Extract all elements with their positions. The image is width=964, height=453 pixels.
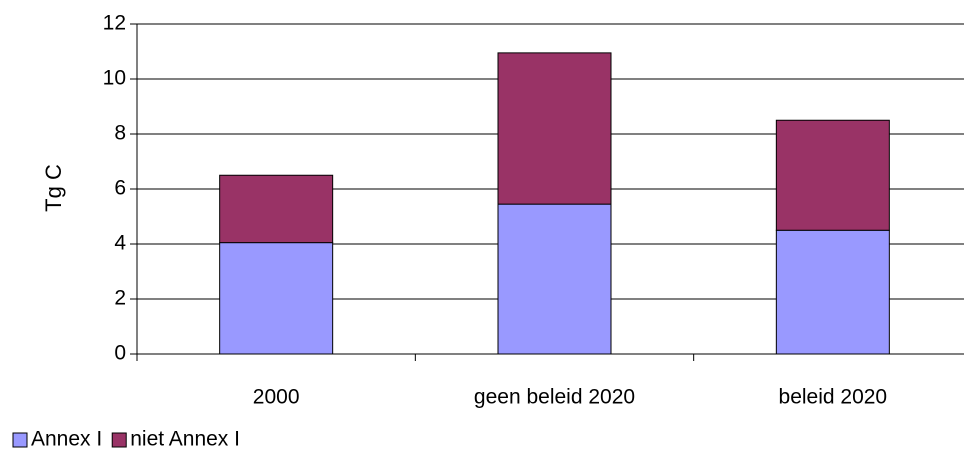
x-category-label: geen beleid 2020 <box>474 386 635 409</box>
bar-niet-annex-i-2 <box>775 119 890 231</box>
y-tick-label: 0 <box>114 342 126 365</box>
legend-swatch-1 <box>111 432 127 448</box>
y-tick-label: 2 <box>114 287 126 310</box>
y-tick-label: 6 <box>114 177 126 200</box>
x-category-labels: 2000 geen beleid 2020 beleid 2020 <box>253 386 887 409</box>
bar-annex-i-2 <box>775 229 890 355</box>
legend-label-1: niet Annex I <box>130 428 240 451</box>
y-tick-label: 12 <box>103 12 126 35</box>
y-tick-labels: 0 2 4 6 8 10 12 <box>103 12 127 365</box>
legend-label-0: Annex I <box>31 428 102 451</box>
y-tick-label: 4 <box>114 232 126 255</box>
y-tick-label: 8 <box>114 122 126 145</box>
x-category-label: beleid 2020 <box>779 386 888 409</box>
bar-niet-annex-i-1 <box>497 52 612 205</box>
axes <box>136 24 964 361</box>
x-category-label: 2000 <box>253 386 300 409</box>
y-tick-label: 10 <box>103 67 126 90</box>
y-axis-label: Tg C <box>41 164 66 212</box>
bar-annex-i-1 <box>497 203 612 355</box>
legend-swatch-0 <box>12 432 28 448</box>
bar-annex-i-0 <box>219 242 334 355</box>
legend: Annex I niet Annex I <box>12 428 240 451</box>
bar-niet-annex-i-0 <box>219 174 334 244</box>
bars <box>219 52 890 355</box>
